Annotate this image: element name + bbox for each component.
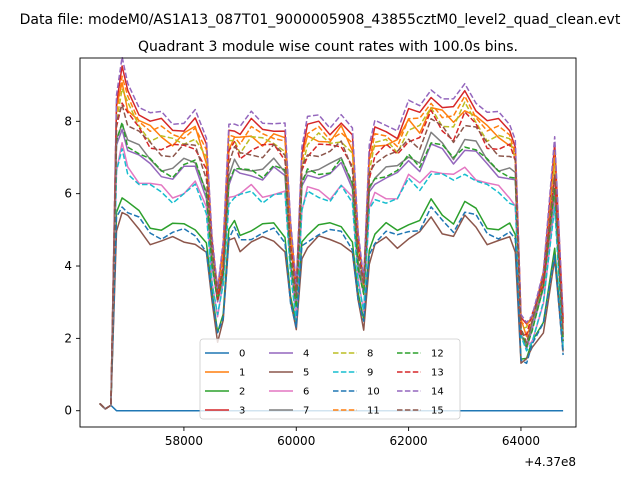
legend-label-14: 14 (431, 387, 444, 398)
y-tick-label: 4 (64, 259, 72, 273)
series-line-9 (99, 148, 564, 410)
x-tick-label: 58000 (165, 434, 203, 448)
series-line-10 (99, 206, 564, 410)
series-line-12 (99, 121, 564, 410)
x-tick-label: 60000 (277, 434, 315, 448)
x-tick-label: 62000 (390, 434, 428, 448)
legend-label-13: 13 (431, 368, 444, 379)
series-line-11 (99, 75, 564, 410)
legend-label-10: 10 (367, 387, 380, 398)
legend-label-15: 15 (431, 406, 444, 417)
legend-label-5: 5 (303, 368, 309, 379)
series-line-13 (99, 102, 564, 410)
legend-label-2: 2 (239, 387, 245, 398)
series-line-3 (99, 65, 564, 410)
series-line-15 (99, 104, 564, 410)
series-line-7 (99, 123, 564, 410)
series-line-4 (99, 128, 564, 410)
y-tick-label: 8 (64, 114, 72, 128)
series-line-5 (99, 211, 564, 410)
y-tick-label: 6 (64, 187, 72, 201)
y-axis: 0 2 4 6 8 (64, 114, 80, 418)
series-line-14 (99, 56, 564, 410)
legend-label-12: 12 (431, 349, 444, 360)
legend-label-6: 6 (303, 387, 309, 398)
x-offset-label: +4.37e8 (524, 455, 576, 469)
series-line-8 (99, 87, 564, 410)
axes-frame (79, 57, 577, 428)
legend-label-4: 4 (303, 349, 309, 360)
series-line-2 (99, 197, 564, 410)
chart-title: Quadrant 3 module wise count rates with … (138, 39, 518, 55)
x-axis: 58000 60000 62000 64000 (165, 427, 540, 448)
figure-suptitle: Data file: modeM0/AS1A13_087T01_90000059… (20, 12, 621, 28)
x-tick-label: 64000 (502, 434, 540, 448)
legend-label-8: 8 (367, 349, 373, 360)
legend-label-9: 9 (367, 368, 373, 379)
legend-label-3: 3 (239, 406, 245, 417)
plot-lines (99, 56, 564, 412)
legend-label-7: 7 (303, 406, 309, 417)
legend-label-0: 0 (239, 349, 245, 360)
y-tick-label: 0 (64, 404, 72, 418)
y-tick-label: 2 (64, 331, 72, 345)
series-line-6 (99, 141, 564, 410)
legend-label-11: 11 (367, 406, 380, 417)
legend-box (199, 338, 461, 420)
legend-label-1: 1 (239, 368, 245, 379)
